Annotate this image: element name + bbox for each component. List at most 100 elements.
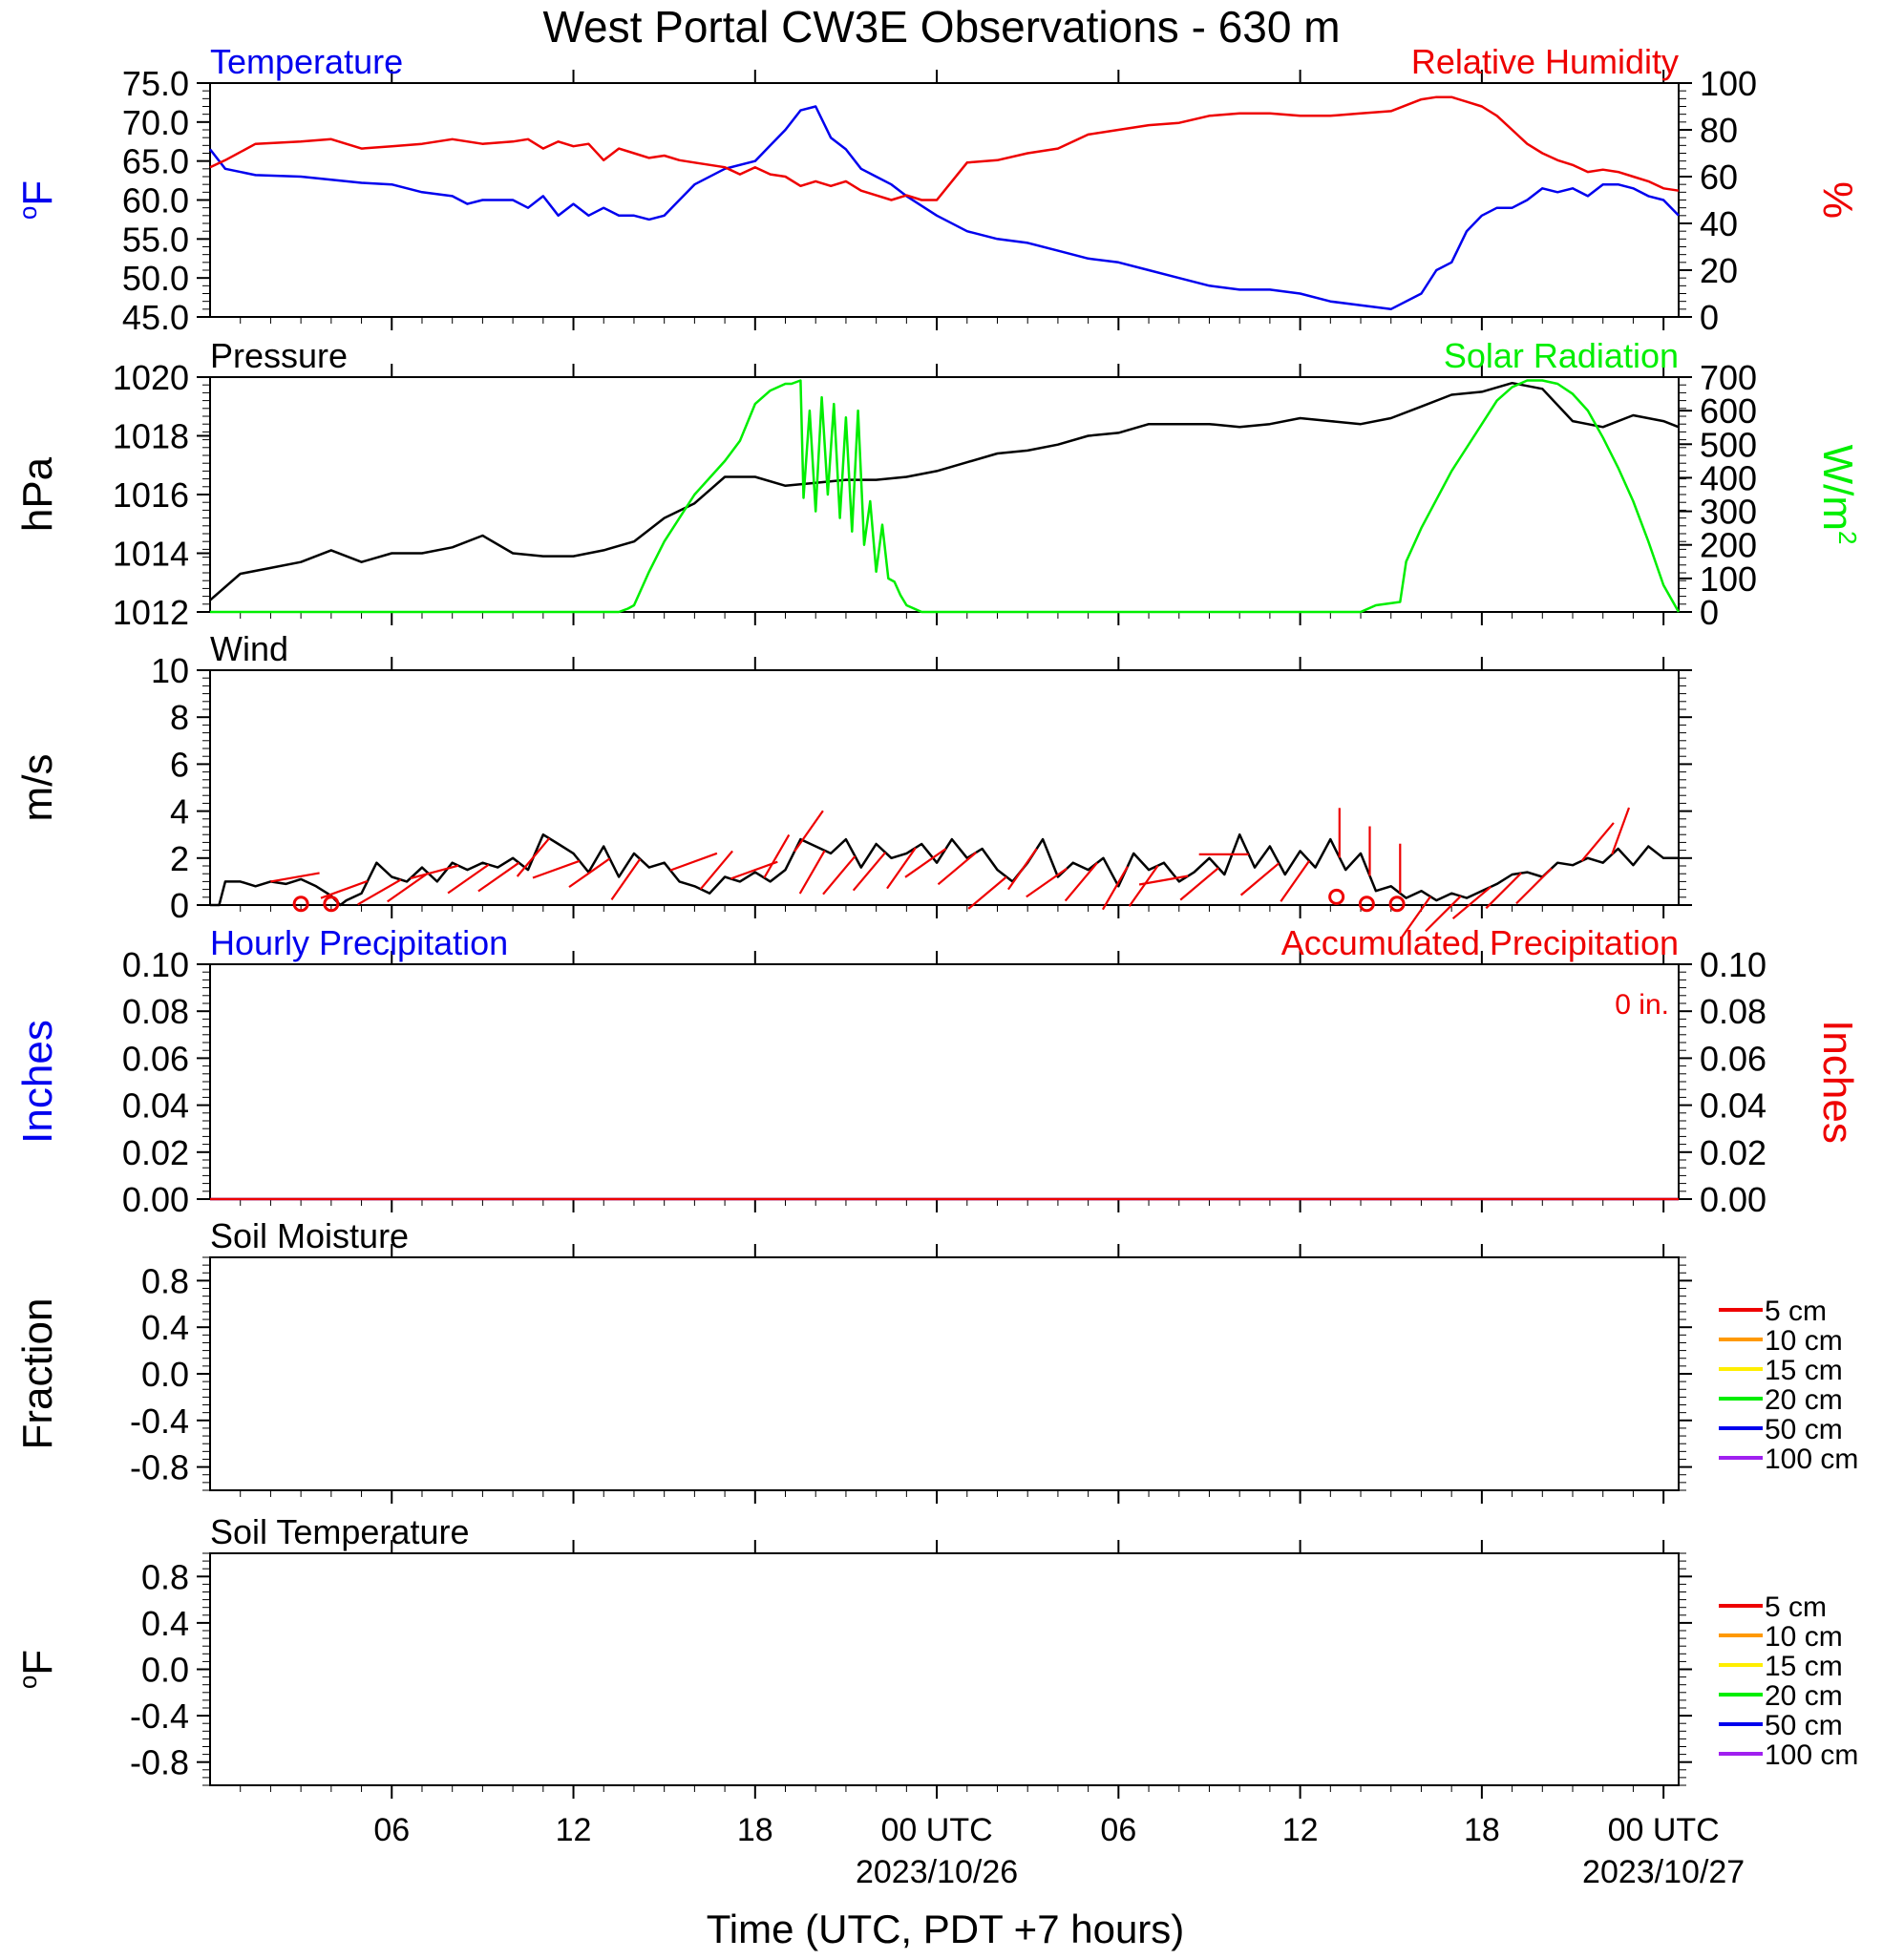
panel-frame: [209, 376, 1680, 613]
y-tick-label-left: -0.4: [130, 1697, 189, 1736]
wind-barb: [669, 852, 718, 872]
y-tick-label-left: 4: [170, 792, 189, 832]
wind-barb: [1451, 885, 1492, 920]
y-axis-label-left-text: Inches: [14, 1020, 61, 1144]
y-tick-label-left: 6: [170, 745, 189, 784]
y-tick-label-left: 0.06: [122, 1039, 189, 1078]
y-tick-label-right: 0.04: [1700, 1086, 1767, 1126]
x-tick-label: 06: [1100, 1812, 1136, 1848]
y-axis-label-right-text: W/m2: [1814, 445, 1862, 545]
y-tick-label-right: 0: [1700, 298, 1719, 337]
y-tick-label-left: 0.8: [141, 1261, 189, 1300]
y-tick-label-right: 0.08: [1700, 992, 1767, 1031]
y-tick-label-left: 75.0: [122, 64, 189, 103]
x-tick-label: 18: [1464, 1812, 1500, 1848]
legend-label: 50 cm: [1765, 1414, 1843, 1445]
panel-frame: [209, 669, 1680, 906]
calm-wind-marker: [292, 896, 309, 913]
y-tick-label-right: 20: [1700, 251, 1738, 290]
y-tick-label-left: 55.0: [122, 220, 189, 259]
panel-title-left: Hourly Precipitation: [210, 923, 508, 962]
y-tick-label-left: 0.4: [141, 1308, 189, 1347]
y-tick-label-left: 0.08: [122, 992, 189, 1031]
wind-barb: [1138, 875, 1189, 886]
series-line-solar-radiation: [210, 379, 1681, 614]
wind-barb: [387, 872, 429, 903]
y-tick-label-left: 0: [170, 886, 189, 925]
x-axis: 06 12 18 00 UTC 2023/10/26 06 12 18 00 UTC 2023/1…: [373, 1812, 1745, 1890]
wind-barb: [852, 852, 887, 892]
y-tick-label-right: 0: [1700, 593, 1719, 632]
y-axis-label-left-text: m/s: [14, 754, 61, 822]
wind-barb: [320, 879, 369, 899]
y-axis-label-left: Fraction: [14, 1298, 61, 1450]
y-tick-label-left: -0.4: [130, 1402, 189, 1441]
wind-barb: [1064, 861, 1098, 902]
legend-label: 20 cm: [1765, 1680, 1843, 1712]
legend-label: 15 cm: [1765, 1355, 1843, 1386]
legend-label: 5 cm: [1765, 1591, 1827, 1623]
x-tick-date-label: 2023/10/27: [1582, 1854, 1745, 1890]
y-tick-label-right: 500: [1700, 425, 1757, 464]
x-tick-label: 00 UTC: [1608, 1812, 1720, 1848]
panel-frame: [209, 1552, 1680, 1786]
y-tick-label-left: 1020: [113, 358, 189, 397]
y-axis-label-right: Inches: [1814, 1020, 1861, 1144]
wind-barb: [1101, 866, 1129, 911]
wind-barb: [532, 859, 581, 879]
wind-barb: [610, 858, 642, 901]
y-tick-label-left: 0.04: [122, 1086, 189, 1126]
y-axis-label-left: m/s: [14, 754, 61, 822]
panel-title-right: Accumulated Precipitation: [1281, 923, 1679, 962]
panel-wind: 10 8 6 4 2 0 Wind m/s: [14, 629, 1692, 938]
wind-barb: [822, 855, 857, 896]
wind-barb: [1128, 865, 1159, 907]
legend-label: 100 cm: [1765, 1739, 1858, 1771]
wind-barb: [1425, 895, 1462, 933]
wind-barb: [798, 850, 826, 895]
y-axis-label-left-text: oF: [13, 180, 61, 220]
y-axis-label-left: oF: [13, 1650, 61, 1689]
y-tick-label-left: 0.00: [122, 1180, 189, 1219]
wind-barb: [793, 810, 824, 853]
y-tick-label-left: 0.0: [141, 1355, 189, 1394]
y-tick-label-right: 60: [1700, 158, 1738, 197]
wind-barb: [357, 878, 402, 906]
y-tick-label-left: 0.4: [141, 1604, 189, 1643]
wind-barb: [516, 837, 551, 877]
wind-barb: [699, 850, 733, 891]
wind-barb: [1280, 860, 1311, 902]
y-axis-label-left: oF: [13, 180, 61, 220]
panel-temperature_humidity: 75.070.065.060.055.050.045.0 100 80 60 40 20 0…: [13, 42, 1861, 337]
wind-barb: [763, 833, 791, 879]
y-tick-label-right: 80: [1700, 111, 1738, 150]
y-tick-label-left: 45.0: [122, 298, 189, 337]
legend-label: 5 cm: [1765, 1296, 1827, 1327]
wind-barb: [410, 864, 459, 880]
wind-barb: [477, 861, 520, 893]
calm-wind-marker: [1388, 896, 1406, 913]
y-tick-label-right: 700: [1700, 358, 1757, 397]
x-tick-label: 18: [737, 1812, 773, 1848]
panel-title-left: Wind: [210, 629, 288, 668]
y-axis-label-left-text: oF: [13, 1650, 61, 1689]
calm-wind-marker: [1328, 888, 1345, 905]
x-tick-label: 06: [373, 1812, 410, 1848]
wind-barb: [270, 872, 320, 883]
calm-wind-marker: [323, 896, 340, 913]
y-tick-label-right: 0.02: [1700, 1133, 1767, 1172]
y-tick-label-right: 100: [1700, 64, 1757, 103]
legend-label: 100 cm: [1765, 1444, 1858, 1475]
y-tick-label-right: 300: [1700, 493, 1757, 532]
y-tick-label-right: 0.06: [1700, 1039, 1767, 1078]
wind-barb: [1006, 848, 1038, 891]
legend-label: 10 cm: [1765, 1621, 1843, 1653]
x-axis-label: Time (UTC, PDT +7 hours): [707, 1907, 1185, 1951]
y-tick-label-left: 0.8: [141, 1557, 189, 1596]
y-tick-label-right: 40: [1700, 204, 1738, 243]
y-tick-label-left: 2: [170, 839, 189, 878]
y-tick-label-left: 65.0: [122, 142, 189, 181]
y-axis-label-left: Inches: [14, 1020, 61, 1144]
